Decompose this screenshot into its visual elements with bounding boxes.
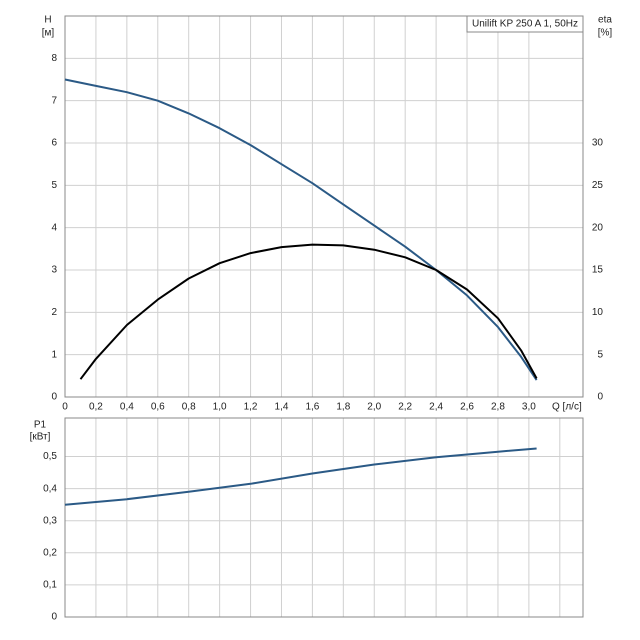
x-axis-label: Q [л/с] (552, 402, 582, 413)
y-tick-label: 0 (51, 392, 57, 403)
y-tick-label: 4 (51, 222, 57, 233)
y-tick-label: 0,3 (43, 515, 57, 526)
y2-tick-label: 30 (592, 138, 604, 149)
y2-tick-label: 0 (597, 392, 603, 403)
y-tick-label: 5 (51, 180, 57, 191)
x-tick-label: 1,4 (275, 402, 289, 413)
plot-frame (64, 417, 584, 618)
x-tick-label: 2,0 (367, 402, 381, 413)
y2-tick-label: 20 (592, 222, 604, 233)
x-tick-label: 1,8 (336, 402, 350, 413)
x-tick-label: 1,0 (213, 402, 227, 413)
y-tick-label: 0,2 (43, 547, 57, 558)
x-tick-label: 1,6 (305, 402, 319, 413)
y-tick-label: 0,5 (43, 451, 57, 462)
y-tick-label: 7 (51, 95, 57, 106)
x-tick-label: 0,2 (89, 402, 103, 413)
y-tick-label: 6 (51, 138, 57, 149)
y-tick-label: 0,1 (43, 580, 57, 591)
annotation-box (466, 15, 584, 33)
y2-axis-unit: [%] (598, 28, 613, 39)
x-tick-label: 3,0 (522, 402, 536, 413)
y2-axis-label: eta (598, 15, 612, 26)
curve (64, 78, 538, 381)
plot-frame (64, 15, 584, 398)
y-tick-label: 0,4 (43, 483, 57, 494)
x-tick-label: 2,2 (398, 402, 412, 413)
y-tick-label: 8 (51, 53, 57, 64)
y2-tick-label: 5 (597, 349, 603, 360)
curve (64, 447, 537, 506)
y-tick-label: 0 (51, 612, 57, 623)
y2-tick-label: 15 (592, 265, 604, 276)
y2-tick-label: 25 (592, 180, 604, 191)
y2-tick-label: 10 (592, 307, 604, 318)
y-axis-unit: [кВт] (30, 432, 51, 443)
y-tick-label: 2 (51, 307, 57, 318)
x-tick-label: 1,2 (244, 402, 258, 413)
x-tick-label: 0,6 (151, 402, 165, 413)
y-axis-unit: [м] (42, 28, 55, 39)
x-tick-label: 0 (62, 402, 68, 413)
y-axis-label: P1 (34, 420, 47, 431)
annotation: Unilift KP 250 A 1, 50Hz (472, 19, 578, 30)
y-tick-label: 3 (51, 265, 57, 276)
x-tick-label: 2,6 (460, 402, 474, 413)
curve (79, 243, 538, 380)
x-tick-label: 0,8 (182, 402, 196, 413)
x-tick-label: 2,4 (429, 402, 443, 413)
x-tick-label: 2,8 (491, 402, 505, 413)
y-tick-label: 1 (51, 349, 57, 360)
x-tick-label: 0,4 (120, 402, 134, 413)
y-axis-label: H (44, 15, 51, 26)
